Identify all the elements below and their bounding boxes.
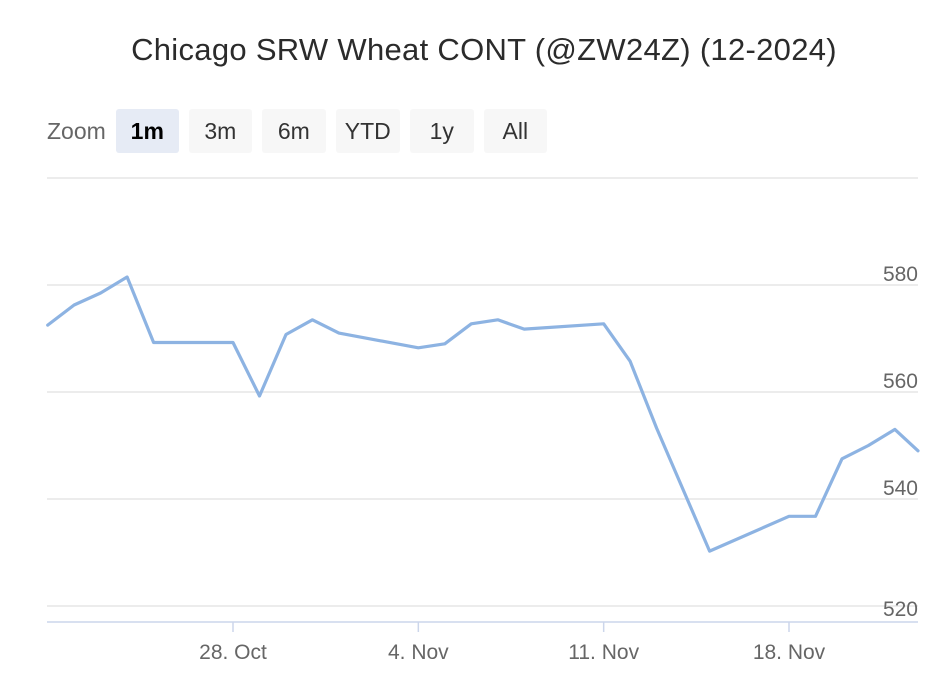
x-tick-label: 18. Nov [753,641,826,664]
y-tick-label: 520 [883,598,918,621]
x-tick-label: 28. Oct [199,641,267,664]
zoom-toolbar: Zoom 1m 3m 6m YTD 1y All [47,109,557,153]
series-line[interactable] [46,275,920,553]
zoom-all-button[interactable]: All [483,109,547,153]
y-tick-label: 580 [883,263,918,286]
grid-lines [47,177,918,607]
y-tick-label: 540 [883,477,918,500]
zoom-label: Zoom [47,117,106,144]
zoom-1y-button[interactable]: 1y [409,109,474,153]
zoom-6m-button[interactable]: 6m [261,109,326,153]
series-group [46,275,920,553]
zoom-ytd-button[interactable]: YTD [335,109,400,153]
zoom-3m-button[interactable]: 3m [188,109,252,153]
x-tick-label: 4. Nov [388,641,449,664]
x-axis: 28. Oct 4. Nov 11. Nov 18. Nov [47,621,918,664]
chart-title: Chicago SRW Wheat CONT (@ZW24Z) (12-2024… [131,32,837,67]
zoom-1m-button[interactable]: 1m [115,109,179,153]
y-axis: 520 540 560 580 [883,263,918,621]
x-tick-label: 11. Nov [568,641,639,664]
y-tick-label: 560 [883,370,918,393]
